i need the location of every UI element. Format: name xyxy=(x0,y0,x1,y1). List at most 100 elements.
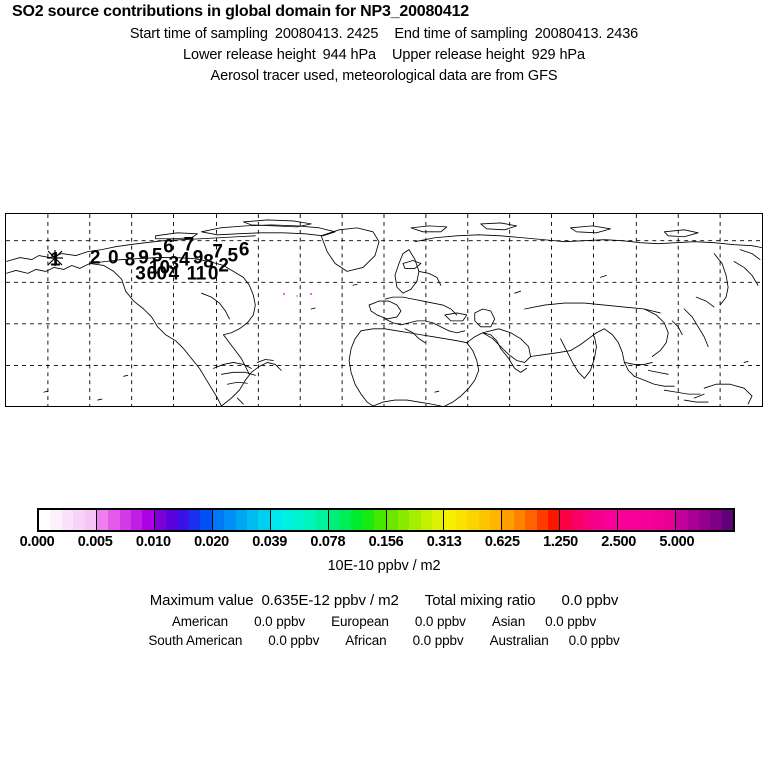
region-row-north: American 0.0 ppbv European 0.0 ppbv Asian 0.0… xyxy=(0,614,768,629)
trajectory-label-20: 0 xyxy=(207,263,219,285)
header-block: SO2 source contributions in global domai… xyxy=(0,0,768,84)
region-label-american: American xyxy=(171,614,229,629)
colorbar-step xyxy=(502,510,514,530)
colorbar-tick-4: 0.039 xyxy=(252,534,288,550)
colorbar-tick-2: 0.010 xyxy=(135,534,171,550)
colorbar-tick-5: 0.078 xyxy=(310,534,346,550)
upper-release-label: Upper release height xyxy=(392,47,525,63)
total-mixing-ratio-value: 0.0 ppbv xyxy=(561,592,619,609)
colorbar-step xyxy=(641,510,653,530)
colorbar-step xyxy=(698,510,711,530)
colorbar-step xyxy=(386,510,398,530)
lower-release-label: Lower release height xyxy=(183,47,316,63)
colorbar-step xyxy=(258,510,270,530)
colorbar-step xyxy=(142,510,154,530)
region-value-american: 0.0 ppbv xyxy=(254,614,306,629)
colorbar-step xyxy=(108,510,120,530)
colorbar-segment-7 xyxy=(444,510,503,530)
colorbar-step xyxy=(420,510,433,530)
map-graticule xyxy=(6,214,762,406)
colorbar-step xyxy=(513,510,526,530)
trajectory-label-3: 8 xyxy=(124,249,136,271)
colorbar-step xyxy=(676,510,688,530)
start-time-label: Start time of sampling xyxy=(129,26,268,42)
colorbar-step xyxy=(560,510,572,530)
colorbar-segment-10 xyxy=(618,510,677,530)
colorbar-step xyxy=(96,510,109,530)
colorbar-step xyxy=(293,510,305,530)
trajectory-label-4: 9 xyxy=(138,247,149,269)
trajectory-label-14: 3 xyxy=(135,263,146,285)
colorbar-step xyxy=(246,510,259,530)
colorbar-step xyxy=(629,510,641,530)
end-time-value: 20080413. 2436 xyxy=(534,26,639,42)
colorbar-segment-2 xyxy=(154,510,213,530)
colorbar-tick-11: 5.000 xyxy=(659,534,695,550)
colorbar-segment-6 xyxy=(386,510,445,530)
trajectory-label-21: 2 xyxy=(218,255,230,277)
colorbar-step xyxy=(73,510,85,530)
colorbar-step xyxy=(571,510,584,530)
colorbar-step xyxy=(397,510,410,530)
colorbar-segment-11 xyxy=(676,510,733,530)
colorbar-segment-1 xyxy=(96,510,155,530)
trajectory-label-7: 7 xyxy=(183,234,195,256)
colorbar-panel[interactable] xyxy=(37,508,735,532)
colorbar-step xyxy=(490,510,502,530)
trajectory-label-13: 0 xyxy=(159,257,171,279)
region-value-european: 0.0 ppbv xyxy=(414,614,466,629)
trajectory-label-10: 9 xyxy=(192,247,204,269)
trajectory-label-24: 6 xyxy=(238,239,250,261)
colorbar-step xyxy=(687,510,699,530)
region-row-south: South American 0.0 ppbv African 0.0 ppbv Aus… xyxy=(0,633,768,648)
colorbar-tick-1: 0.005 xyxy=(77,534,113,550)
colorbar-step xyxy=(478,510,491,530)
region-label-australian: Australian xyxy=(489,633,549,648)
colorbar-tick-9: 1.250 xyxy=(543,534,578,550)
trajectory-label-15: 0 xyxy=(146,263,158,285)
colorbar-step xyxy=(374,510,386,530)
total-mixing-ratio-label: Total mixing ratio xyxy=(424,592,536,609)
colorbar-step xyxy=(154,510,167,530)
colorbar-step xyxy=(605,510,618,530)
maximum-value: 0.635E-12 ppbv / m2 xyxy=(261,592,399,609)
colorbar-step xyxy=(224,510,236,530)
region-value-south-american: 0.0 ppbv xyxy=(268,633,320,648)
colorbar-step xyxy=(652,510,664,530)
trajectory-label-1: 2 xyxy=(89,247,101,269)
trajectory-label-23: 5 xyxy=(227,245,239,267)
colorbar-step xyxy=(432,510,444,530)
trajectory-label-0: 1 xyxy=(49,249,61,271)
colorbar-segment-3 xyxy=(212,510,271,530)
colorbar-step xyxy=(409,510,421,530)
colorbar-step xyxy=(618,510,630,530)
trajectory-label-8: 3 xyxy=(168,253,180,275)
colorbar-tick-10: 2.500 xyxy=(601,534,637,550)
colorbar-unit-label: 10E-10 ppbv / m2 xyxy=(327,558,441,574)
colorbar-tick-8: 0.625 xyxy=(484,534,520,550)
deposition-pixel-2 xyxy=(296,294,299,297)
colorbar-step xyxy=(444,510,456,530)
colorbar-step xyxy=(455,510,468,530)
summary-row: Maximum value 0.635E-12 ppbv / m2 Total mi… xyxy=(0,592,768,609)
colorbar-step xyxy=(119,510,132,530)
lower-release-value: 944 hPa xyxy=(322,47,376,63)
trajectory-label-6: 6 xyxy=(163,236,174,258)
colorbar-step xyxy=(340,510,352,530)
trajectory-label-9: 4 xyxy=(179,249,190,271)
release-height-line: Lower release height 944 hPa Upper release… xyxy=(0,47,768,63)
deposition-pixel-0 xyxy=(282,292,285,295)
trajectory-label-22: 7 xyxy=(212,241,223,263)
start-time-value: 20080413. 2425 xyxy=(274,26,379,42)
colorbar-tick-labels: 0.000 0.005 0.010 0.020 0.039 0.078 0.156 0.313… xyxy=(0,534,768,552)
colorbar-step xyxy=(270,510,283,530)
colorbar-tick-0: 0.000 xyxy=(19,534,55,550)
region-label-south-american: South American xyxy=(148,633,243,648)
region-label-african: African xyxy=(345,633,387,648)
colorbar-step xyxy=(84,510,96,530)
colorbar-step xyxy=(200,510,212,530)
colorbar-step xyxy=(282,510,294,530)
colorbar-step xyxy=(50,510,62,530)
maximum-value-label: Maximum value xyxy=(149,592,254,609)
